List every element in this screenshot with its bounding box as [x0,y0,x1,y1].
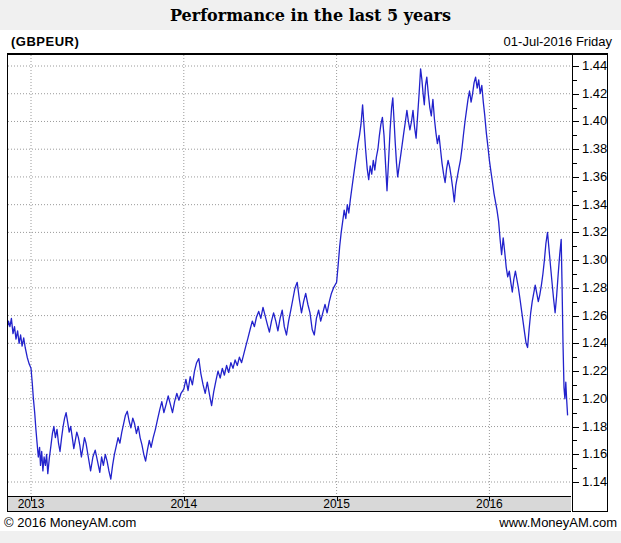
x-axis-year-label: 2016 [476,497,503,511]
y-minor-tick [573,357,577,358]
y-major-tick [573,205,579,206]
y-minor-tick [573,163,577,164]
y-axis-label: 1.40 [582,114,607,128]
plot-area [7,55,571,497]
y-major-tick [573,94,579,95]
y-major-tick [573,66,579,67]
y-major-tick [573,177,579,178]
y-axis-label: 1.34 [582,198,607,212]
y-axis-label: 1.14 [582,475,607,489]
page: { "page": { "background": "#f0f0f0" }, "… [0,0,621,543]
y-major-tick [573,427,579,428]
y-axis-label: 1.16 [582,447,607,461]
chart-title: Performance in the last 5 years [0,6,621,25]
y-major-tick [573,343,579,344]
chart-panel: (GBPEUR) 01-Jul-2016 Friday 1.44 1.42 1.40… [0,30,621,531]
price-line [8,69,568,479]
y-major-tick [573,316,579,317]
y-minor-tick [573,413,577,414]
price-chart-svg [8,55,571,496]
x-axis-band: 2013 2014 2015 2016 [7,497,571,512]
y-minor-tick [573,219,577,220]
y-axis-label: 1.24 [582,336,607,350]
x-axis-year-label: 2015 [323,497,350,511]
y-axis-label: 1.42 [582,87,607,101]
y-major-tick [573,371,579,372]
y-axis-label: 1.32 [582,225,607,239]
y-major-tick [573,482,579,483]
x-axis-year-label: 2014 [170,497,197,511]
y-minor-tick [573,80,577,81]
y-minor-tick [573,135,577,136]
y-minor-tick [573,329,577,330]
y-major-tick [573,232,579,233]
y-minor-tick [573,385,577,386]
website-text: www.MoneyAM.com [499,515,617,530]
y-minor-tick [573,468,577,469]
y-axis-label: 1.44 [582,59,607,73]
chart-frame: 1.44 1.42 1.40 1.38 1.36 1.34 1.32 1.30 1.28 1.26… [7,53,608,512]
y-minor-tick [573,191,577,192]
y-axis-label: 1.20 [582,392,607,406]
date-label: 01-Jul-2016 Friday [504,34,612,49]
y-axis-label: 1.18 [582,420,607,434]
y-major-tick [573,454,579,455]
y-major-tick [573,121,579,122]
y-major-tick [573,399,579,400]
y-axis: 1.44 1.42 1.40 1.38 1.36 1.34 1.32 1.30 1.28 1.26… [572,55,608,512]
y-major-tick [573,260,579,261]
x-axis-year-label: 2013 [18,497,45,511]
chart-header: (GBPEUR) 01-Jul-2016 Friday [11,31,612,52]
y-minor-tick [573,246,577,247]
y-minor-tick [573,302,577,303]
y-axis-label: 1.28 [582,281,607,295]
y-axis-label: 1.38 [582,142,607,156]
y-axis-label: 1.30 [582,253,607,267]
y-major-tick [573,149,579,150]
y-axis-label: 1.26 [582,309,607,323]
y-major-tick [573,288,579,289]
copyright-text: © 2016 MoneyAM.com [4,515,136,530]
y-minor-tick [573,440,577,441]
currency-pair-label: (GBPEUR) [11,34,79,49]
y-minor-tick [573,274,577,275]
y-axis-label: 1.36 [582,170,607,184]
y-minor-tick [573,108,577,109]
y-axis-label: 1.22 [582,364,607,378]
chart-footer: © 2016 MoneyAM.com www.MoneyAM.com [4,514,617,531]
